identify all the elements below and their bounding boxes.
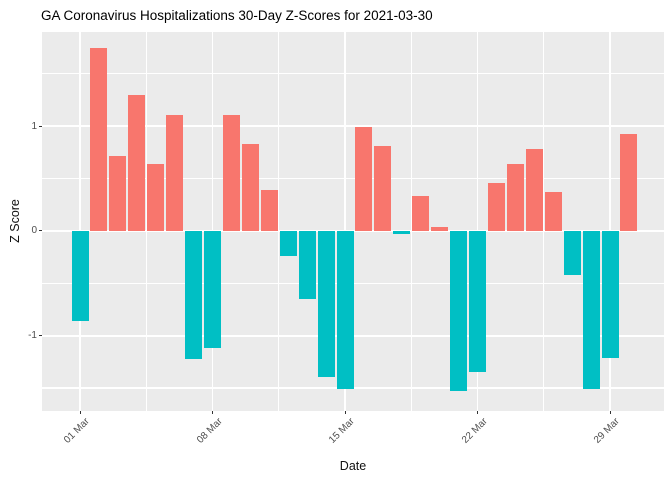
bar-11-mar bbox=[260, 190, 278, 231]
bar-16-mar bbox=[355, 127, 373, 231]
gridline-minor-horizontal bbox=[42, 73, 664, 75]
bar-19-mar bbox=[412, 196, 430, 231]
plot-panel bbox=[42, 32, 664, 411]
x-tick-mark bbox=[477, 411, 479, 414]
gridline-major-horizontal bbox=[42, 230, 664, 232]
bar-24-mar bbox=[506, 163, 524, 231]
y-tick-label: 0 bbox=[31, 225, 37, 237]
bar-08-mar bbox=[204, 230, 221, 349]
gridline-major-vertical bbox=[344, 32, 346, 411]
chart-title: GA Coronavirus Hospitalizations 30-Day Z… bbox=[41, 8, 433, 23]
bar-25-mar bbox=[525, 149, 543, 231]
x-tick-mark bbox=[212, 411, 213, 414]
bar-29-mar bbox=[601, 230, 619, 358]
bar-17-mar bbox=[374, 146, 392, 231]
x-tick-label: 08 Mar bbox=[194, 416, 225, 446]
bar-30-mar bbox=[620, 133, 638, 231]
bar-14-mar bbox=[317, 230, 335, 378]
bar-04-mar bbox=[128, 94, 146, 231]
bar-10-mar bbox=[241, 144, 259, 231]
gridline-major-vertical bbox=[79, 32, 81, 411]
bar-22-mar bbox=[469, 230, 487, 373]
bar-02-mar bbox=[90, 47, 108, 231]
bar-09-mar bbox=[222, 114, 240, 231]
x-tick-mark bbox=[609, 411, 611, 414]
y-tick-mark bbox=[39, 125, 42, 127]
gridline-major-vertical bbox=[211, 32, 214, 411]
bar-03-mar bbox=[109, 155, 127, 231]
y-tick-label: -1 bbox=[28, 330, 37, 342]
bar-20-mar bbox=[431, 226, 449, 231]
bar-15-mar bbox=[336, 230, 354, 389]
gridline-major-vertical bbox=[476, 32, 479, 411]
x-tick-label: 01 Mar bbox=[61, 416, 92, 446]
bar-05-mar bbox=[147, 163, 165, 231]
gridline-major-vertical bbox=[609, 32, 611, 411]
gridline-minor-vertical bbox=[543, 32, 545, 411]
gridline-minor-vertical bbox=[278, 32, 280, 411]
y-tick-mark bbox=[39, 230, 42, 232]
bar-13-mar bbox=[298, 230, 316, 299]
bar-28-mar bbox=[582, 230, 600, 389]
bar-23-mar bbox=[487, 182, 505, 231]
bar-18-mar bbox=[393, 230, 411, 235]
bar-26-mar bbox=[544, 192, 562, 231]
x-axis-title: Date bbox=[339, 459, 367, 473]
bar-06-mar bbox=[166, 114, 184, 231]
bar-01-mar bbox=[71, 230, 89, 321]
y-tick-mark bbox=[39, 335, 42, 337]
x-tick-mark bbox=[344, 411, 346, 414]
bar-21-mar bbox=[450, 230, 468, 392]
x-tick-label: 29 Mar bbox=[592, 416, 622, 446]
x-tick-label: 22 Mar bbox=[459, 416, 490, 446]
bar-12-mar bbox=[279, 230, 297, 257]
gridline-minor-horizontal bbox=[42, 177, 664, 180]
y-axis-title: Z Score bbox=[8, 199, 22, 243]
x-tick-mark bbox=[79, 411, 81, 414]
bar-07-mar bbox=[185, 230, 203, 359]
bar-27-mar bbox=[563, 230, 581, 275]
gridline-minor-vertical bbox=[145, 32, 147, 411]
gridline-minor-vertical bbox=[410, 32, 412, 411]
y-tick-label: 1 bbox=[31, 120, 37, 132]
gridline-major-horizontal bbox=[42, 125, 664, 128]
